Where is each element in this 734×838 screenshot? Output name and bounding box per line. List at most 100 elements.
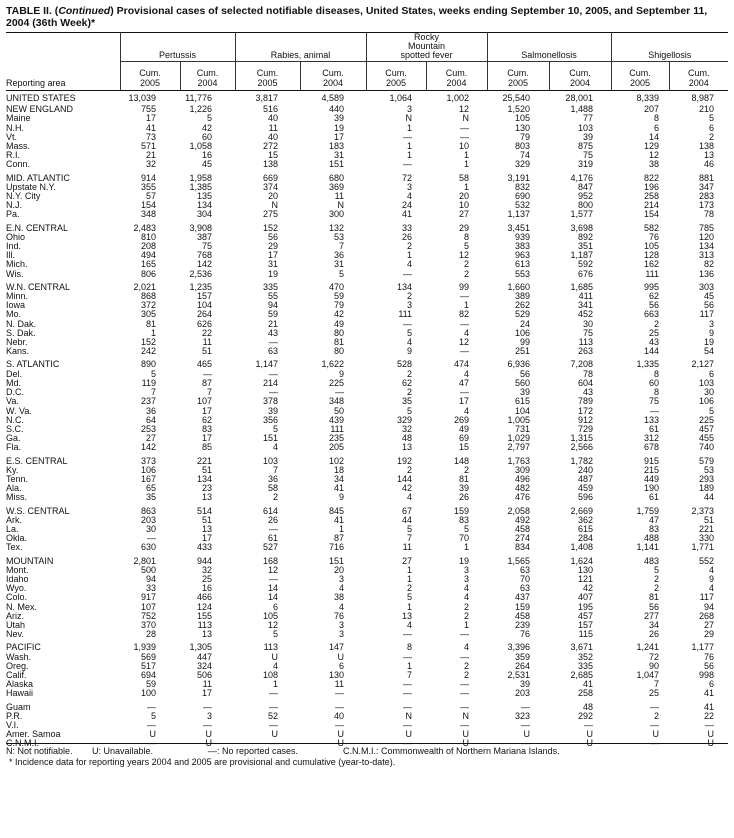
table-row: Fla. 142 85 4 205 13 15 2,797 2,566 678 740: [6, 443, 728, 452]
value-cell: —: [403, 720, 413, 730]
table-row: Ohio 810 387 56 53 26 8 939 892 76 120: [6, 231, 728, 242]
value-cell: 1,520: [507, 104, 531, 115]
value-cell: 3,191: [507, 172, 531, 183]
value-cell: 626: [196, 318, 213, 329]
reporting-area-cell: Maine: [6, 113, 31, 124]
value-cell: 4: [407, 191, 413, 202]
table-row: N.C. 64 62 356 439 329 269 1,005 912 133 225: [6, 414, 728, 425]
value-cell: 72: [402, 172, 413, 183]
value-cell: 374: [262, 181, 279, 192]
value-cell: 2: [654, 710, 660, 721]
value-cell: 466: [196, 592, 213, 603]
value-cell: 407: [577, 592, 594, 603]
value-cell: —: [269, 387, 279, 398]
reporting-area-cell: R.I.: [6, 150, 21, 161]
value-cell: 57: [145, 191, 156, 202]
value-cell: —: [203, 368, 213, 379]
value-cell: 1,488: [570, 104, 594, 115]
value-cell: 22: [704, 710, 715, 721]
reporting-area-cell: Ill.: [6, 250, 15, 261]
value-cell: 8: [654, 387, 660, 398]
value-cell: 24: [402, 200, 413, 211]
value-cell: 3: [207, 710, 213, 721]
value-cell: 53: [334, 231, 345, 242]
value-cell: U: [405, 729, 413, 740]
value-cell: 680: [328, 172, 345, 183]
reporting-area-cell: PACIFIC: [6, 642, 41, 653]
value-cell: 33: [145, 583, 156, 594]
table-row: Okla. — 17 61 87 7 70 274 284 488 330: [6, 533, 728, 544]
value-cell: —: [335, 720, 345, 730]
reporting-area-cell: Conn.: [6, 159, 31, 170]
value-cell: 39: [520, 387, 531, 398]
value-cell: 14: [649, 131, 660, 142]
column-header-cum: Cum.: [256, 68, 279, 78]
table-row: Nebr. 152 11 — 81 4 12 99 113 43 19: [6, 337, 728, 347]
column-header-year: 2004: [197, 78, 218, 88]
value-cell: 596: [577, 492, 594, 503]
value-cell: 1: [407, 564, 413, 575]
value-cell: 11: [334, 191, 345, 202]
value-cell: 373: [140, 455, 156, 466]
reporting-area-cell: Ariz.: [6, 610, 24, 621]
value-cell: 663: [643, 309, 660, 320]
column-header-cum: Cum.: [688, 68, 710, 78]
value-cell: 17: [202, 688, 213, 699]
table-row: Wis. 806 2,536 19 5 — 2 553 676 111 136: [6, 269, 728, 279]
value-cell: 32: [145, 159, 156, 170]
reporting-area-cell: N.J.: [6, 200, 23, 211]
value-cell: 205: [328, 442, 345, 453]
value-cell: 506: [196, 669, 213, 680]
value-cell: 439: [328, 414, 345, 425]
value-cell: 51: [704, 514, 715, 525]
group-header-pertussis: Pertussis: [119, 32, 236, 62]
value-cell: 138: [698, 141, 715, 152]
value-cell: —: [460, 679, 470, 690]
value-cell: 214: [643, 200, 660, 211]
value-cell: 56: [520, 368, 531, 379]
value-cell: 268: [698, 610, 715, 621]
value-cell: —: [203, 701, 213, 712]
value-cell: 892: [577, 231, 594, 242]
value-cell: 1: [407, 601, 413, 612]
reporting-area-cell: W.N. CENTRAL: [6, 281, 71, 292]
value-cell: 130: [328, 669, 345, 680]
value-cell: 94: [145, 573, 156, 584]
value-cell: 50: [334, 405, 345, 416]
table-row: Oreg. 517 324 4 6 1 2 264 335 90 56: [6, 661, 728, 671]
value-cell: 1,235: [189, 281, 213, 292]
value-cell: 23: [202, 483, 213, 494]
value-cell: 822: [643, 172, 660, 183]
value-cell: 571: [140, 141, 156, 152]
table-row: La. 30 13 — 1 5 5 458 615 83 221: [6, 523, 728, 534]
value-cell: 1,177: [691, 642, 715, 653]
value-cell: 12: [459, 104, 470, 115]
table-row: Utah 370 113 12 3 4 1 239 157 34 27: [6, 620, 728, 630]
value-cell: U: [523, 729, 531, 740]
column-header: Cum. 2005: [365, 61, 427, 91]
value-cell: 130: [514, 122, 531, 133]
value-cell: 154: [643, 209, 660, 220]
table-row: N.Y. City 57 135 20 11 4 20 690 952 258 283: [6, 191, 728, 202]
value-cell: 303: [698, 281, 715, 292]
value-cell: 615: [577, 523, 594, 534]
value-cell: 2: [709, 131, 715, 142]
reporting-area-cell: Minn.: [6, 291, 29, 302]
value-cell: 488: [643, 533, 660, 544]
column-header-year: 2004: [446, 78, 467, 88]
value-cell: —: [650, 405, 660, 416]
table-row: Upstate N.Y. 355 1,385 374 369 3 1 832 847 196 347: [6, 181, 728, 192]
value-cell: 39: [459, 483, 470, 494]
value-cell: 834: [514, 542, 531, 553]
value-cell: 3: [407, 104, 413, 115]
value-cell: —: [147, 701, 156, 712]
reporting-area-cell: Mo.: [6, 309, 22, 320]
value-cell: 63: [520, 564, 531, 575]
value-cell: 7: [207, 387, 213, 398]
value-cell: 272: [262, 141, 279, 152]
value-cell: 1,058: [189, 141, 213, 152]
value-cell: 105: [643, 241, 660, 252]
value-cell: 21: [145, 150, 156, 161]
value-cell: 313: [698, 250, 715, 261]
value-cell: U: [652, 729, 660, 740]
